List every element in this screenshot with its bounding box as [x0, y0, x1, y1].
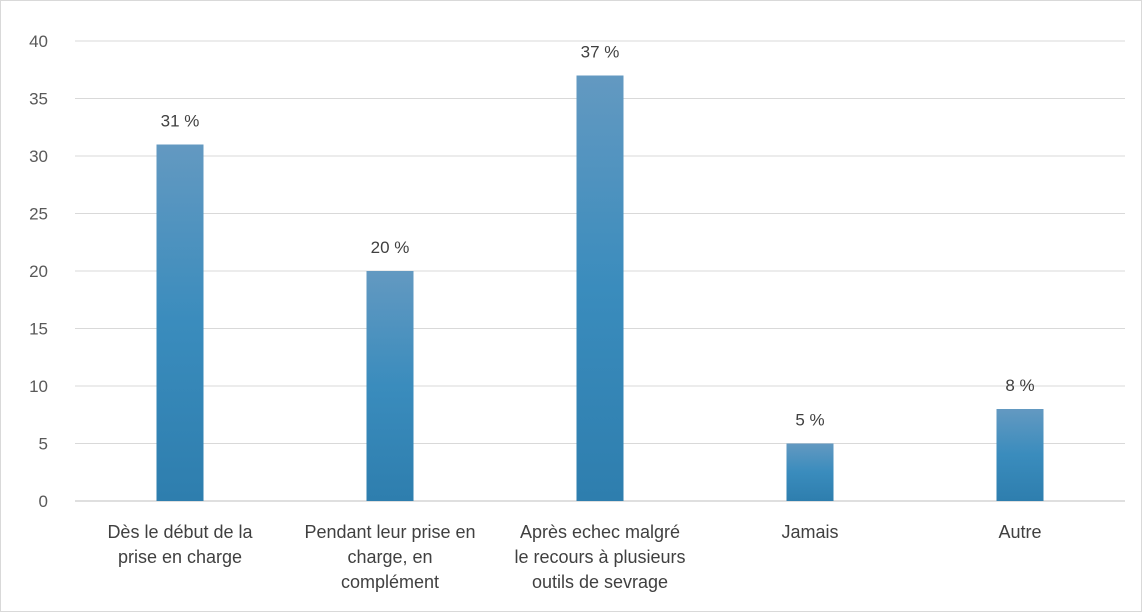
category-label-3: Après echec malgré le recours à plusieurs…	[514, 522, 685, 592]
bar-3	[576, 75, 624, 501]
data-labels: 31 % 20 % 37 % 5 % 8 %	[161, 43, 1035, 430]
y-tick-label-15: 15	[29, 320, 48, 339]
bar-1	[156, 144, 204, 501]
bar-2	[366, 271, 414, 501]
bar-4	[786, 443, 834, 501]
data-label-5: 8 %	[1005, 376, 1034, 395]
category-label-4: Jamais	[781, 522, 838, 542]
data-label-3: 37 %	[581, 43, 620, 62]
category-label-5: Autre	[998, 522, 1041, 542]
y-tick-label-25: 25	[29, 205, 48, 224]
y-tick-label-40: 40	[29, 32, 48, 51]
data-label-4: 5 %	[795, 411, 824, 430]
y-tick-label-5: 5	[39, 435, 48, 454]
x-axis-category-labels: Dès le début de la prise en charge Pendant…	[107, 522, 1041, 592]
y-tick-label-0: 0	[39, 492, 48, 511]
category-label-2: Pendant leur prise en charge, en complémen…	[304, 522, 475, 592]
category-label-1: Dès le début de la prise en charge	[107, 522, 253, 567]
bars	[156, 75, 1044, 501]
y-axis-tick-labels: 0 5 10 15 20 25 30 35 40	[29, 32, 48, 511]
y-tick-label-20: 20	[29, 262, 48, 281]
y-tick-label-10: 10	[29, 377, 48, 396]
y-tick-label-30: 30	[29, 147, 48, 166]
data-label-2: 20 %	[371, 238, 410, 257]
bar-5	[996, 409, 1044, 501]
data-label-1: 31 %	[161, 112, 200, 131]
y-tick-label-35: 35	[29, 90, 48, 109]
